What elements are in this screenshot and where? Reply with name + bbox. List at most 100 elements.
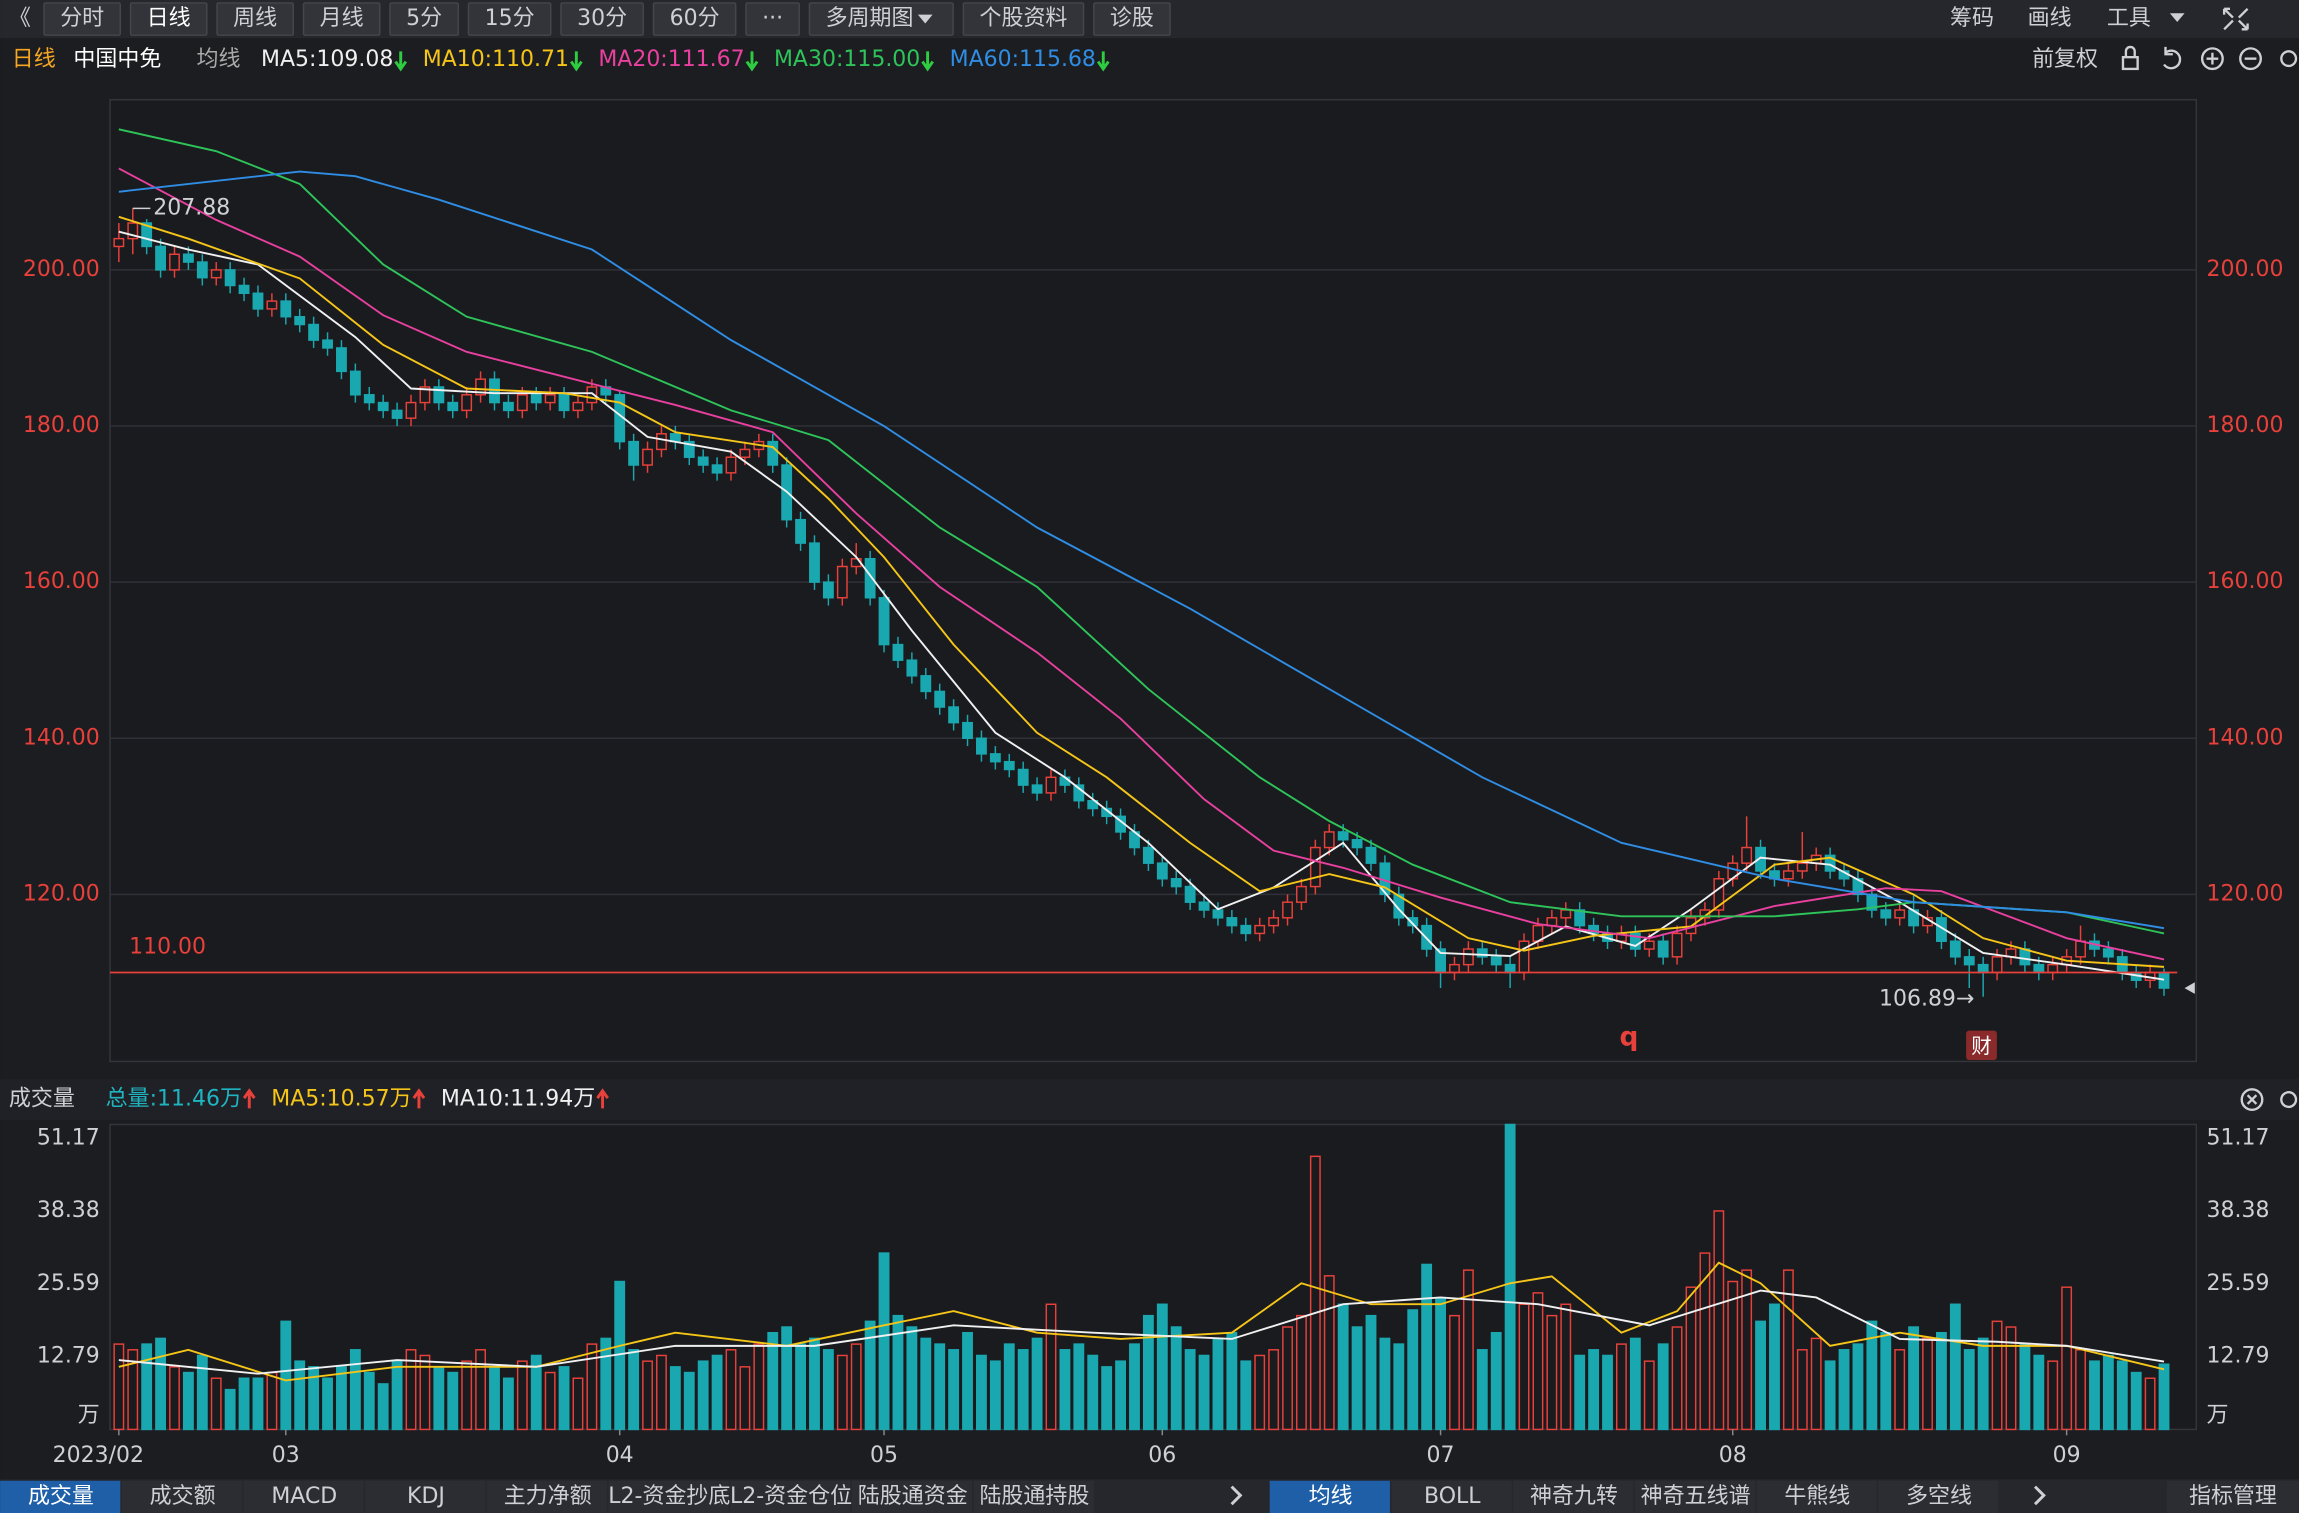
trend-arrow (596, 1088, 609, 1109)
toolbar-button[interactable]: 多周期图 (808, 2, 954, 36)
candle-body (141, 222, 153, 248)
toolbar-right-button[interactable]: 筹码 (1950, 6, 1994, 31)
indicator-tab[interactable]: L2-资金仓位 (730, 1480, 852, 1513)
volume-bar (697, 1360, 709, 1431)
volume-bar (2061, 1286, 2073, 1431)
volume-bar (1407, 1309, 1419, 1431)
tab-bg (1391, 1480, 1512, 1513)
indicator-tab[interactable]: MACD (243, 1480, 364, 1513)
indicator-tab[interactable]: 神奇九转 (1513, 1480, 1634, 1513)
volume-bar (141, 1343, 153, 1431)
volume-bar (1282, 1326, 1293, 1431)
volume-bar (1685, 1286, 1697, 1431)
volume-bar (516, 1360, 528, 1431)
toolbar-button[interactable]: 30分 (560, 2, 644, 36)
candle-body (1184, 885, 1196, 903)
y-tick-label: 120.00 (23, 881, 100, 906)
toolbar-button[interactable]: 周线 (216, 2, 294, 36)
candle-body (1170, 878, 1182, 888)
indicator-tab[interactable]: 神奇五线谱 (1634, 1480, 1755, 1513)
volume-bar (349, 1349, 361, 1431)
toolbar-button[interactable]: 60分 (652, 2, 737, 36)
indicator-tab[interactable]: 牛熊线 (1756, 1480, 1877, 1513)
tab-bg (1634, 1480, 1755, 1513)
candle-body (1657, 940, 1669, 958)
volume-bar (1101, 1366, 1113, 1431)
tab-label: 成交额 (150, 1484, 216, 1509)
candle-body (1755, 846, 1766, 872)
candle-body (920, 675, 932, 693)
candle-body (892, 643, 904, 661)
volume-bar (767, 1331, 779, 1431)
candle-body (280, 300, 292, 318)
candle-body (2047, 963, 2059, 974)
volume-bar (962, 1331, 973, 1431)
adjust-mode[interactable]: 前复权 (2032, 47, 2098, 72)
toolbar-button[interactable]: 5分 (389, 2, 459, 36)
toolbar-right-button[interactable]: 画线 (2028, 6, 2072, 31)
indicator-tab[interactable]: KDJ (365, 1480, 486, 1513)
candle-body (711, 464, 723, 474)
button-label: 30分 (577, 6, 627, 31)
indicator-tab[interactable]: L2-资金抄底 (608, 1480, 730, 1513)
y-tick-label-right: 180.00 (2207, 413, 2284, 438)
toolbar-button[interactable]: 个股资料 (962, 2, 1085, 36)
tab-bg (1269, 1480, 1390, 1513)
volume-bar (196, 1354, 208, 1431)
volume-bar (1198, 1354, 1210, 1431)
tab-label: 神奇五线谱 (1641, 1484, 1751, 1509)
tab-bg (973, 1480, 1094, 1513)
candle-body (1309, 846, 1321, 888)
toolbar-button[interactable]: 15分 (467, 2, 552, 36)
back-button[interactable]: 《 (9, 6, 31, 31)
indicator-tab[interactable]: BOLL (1391, 1480, 1512, 1513)
button-bg (43, 2, 122, 36)
button-label: 月线 (320, 6, 364, 31)
low-label: 106.89→ (1879, 987, 1974, 1012)
y-tick-label: 51.17 (37, 1125, 100, 1150)
indicator-tab[interactable]: 成交额 (121, 1480, 242, 1513)
indicator-tab[interactable]: 陆股通资金 (851, 1480, 973, 1513)
indicator-tab[interactable]: 成交量 (0, 1480, 121, 1513)
toolbar-right-button[interactable]: 工具 (2107, 6, 2151, 31)
candle-body (989, 753, 1001, 763)
candle-body (1296, 885, 1307, 903)
candle-body (252, 292, 264, 310)
button-bg (652, 2, 737, 36)
indicator-tab[interactable]: 主力净额 (486, 1480, 608, 1513)
candle-body (976, 737, 987, 755)
tab-label: 成交量 (28, 1484, 94, 1509)
volume-bar (1810, 1337, 1822, 1431)
candle-body (1156, 862, 1168, 880)
volume-bar (182, 1371, 194, 1431)
indicator-tab[interactable]: 均线 (1269, 1480, 1390, 1513)
toolbar-button[interactable]: ··· (745, 2, 800, 36)
candle-body (405, 401, 417, 419)
toolbar-button[interactable]: 诊股 (1093, 2, 1171, 36)
indicator-manage[interactable]: 指标管理 (2189, 1484, 2277, 1509)
candle-body (461, 394, 473, 412)
indicator-tab[interactable]: 陆股通持股 (973, 1480, 1094, 1513)
button-label: 个股资料 (979, 6, 1067, 31)
indicator-tab[interactable]: 多空线 (1878, 1480, 1999, 1513)
toolbar-button[interactable]: 月线 (302, 2, 381, 36)
candle-body (1560, 909, 1572, 919)
candle-body (308, 323, 320, 341)
toolbar-button[interactable]: 日线 (129, 2, 208, 36)
candle-body (1741, 846, 1753, 864)
event-marker[interactable]: q (1619, 1022, 1638, 1052)
candle-body (1393, 893, 1405, 919)
event-marker[interactable]: 财 (1971, 1034, 1992, 1058)
button-label: 多周期图 (826, 6, 914, 31)
candle-body (391, 409, 403, 419)
button-bg (560, 2, 644, 36)
y-tick-label: 140.00 (23, 725, 100, 750)
volume-bar (669, 1366, 681, 1431)
button-label: 15分 (485, 6, 535, 31)
volume-bar (822, 1349, 834, 1431)
tab-bg (851, 1480, 973, 1513)
volume-bar (683, 1371, 695, 1431)
x-tick-label: 09 (2053, 1443, 2081, 1468)
volume-bar (210, 1377, 222, 1431)
toolbar-button[interactable]: 分时 (43, 2, 122, 36)
